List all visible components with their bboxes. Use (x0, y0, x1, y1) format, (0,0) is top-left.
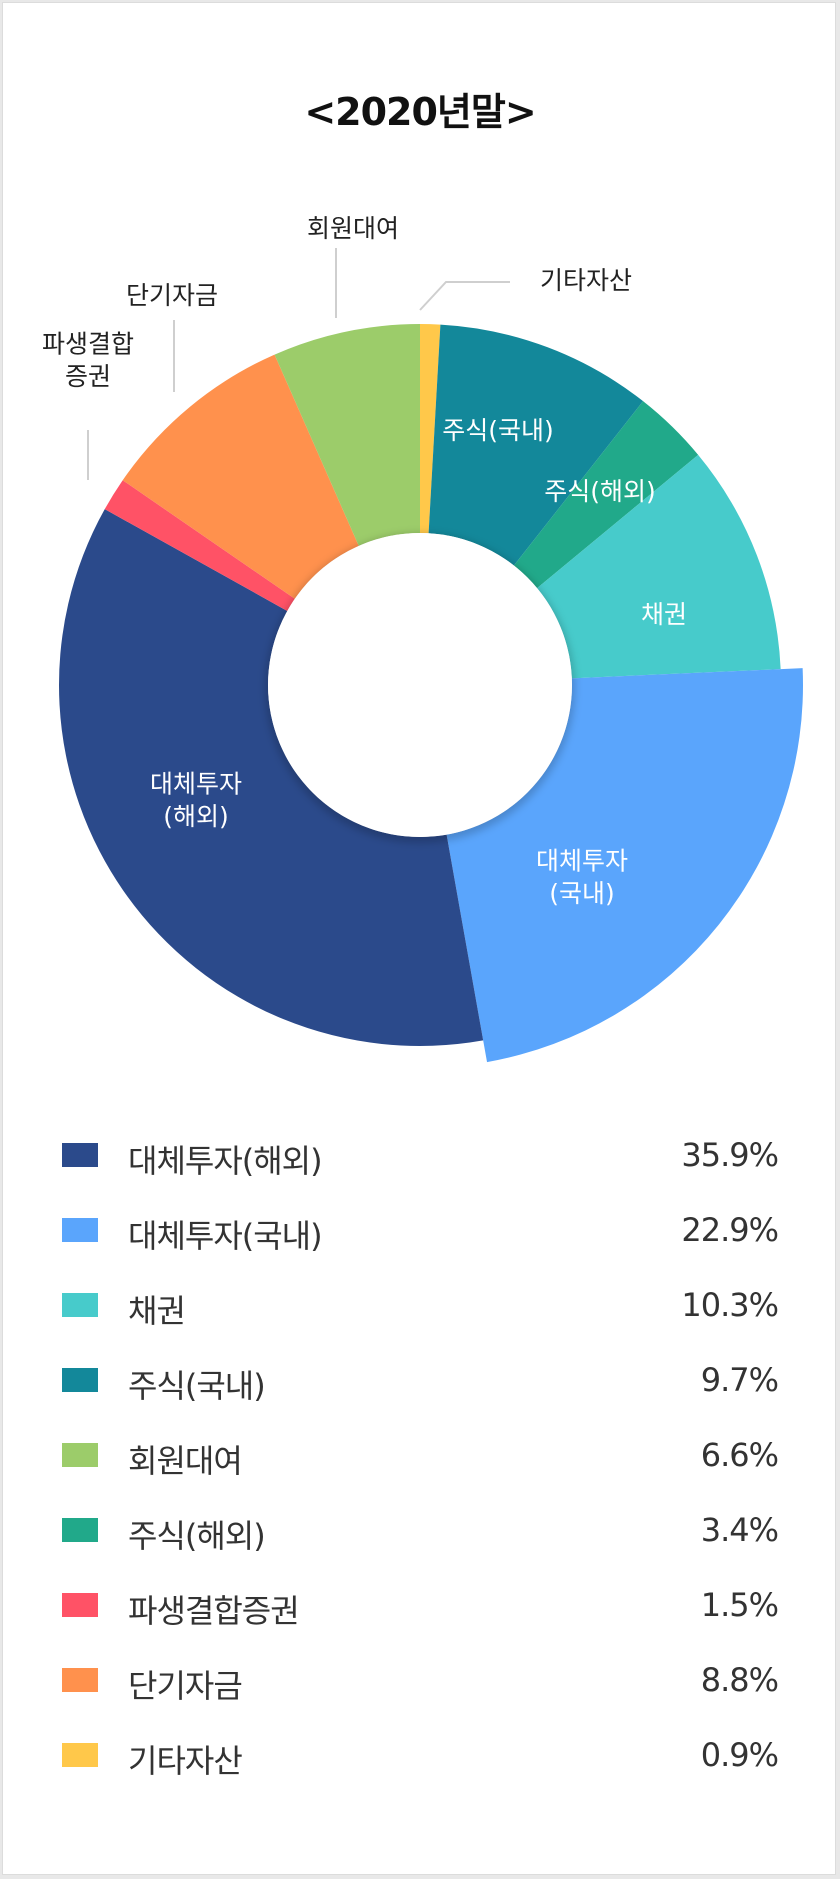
legend-value: 35.9% (681, 1136, 779, 1174)
pie-slice-3 (537, 454, 781, 679)
legend-swatch (62, 1668, 98, 1692)
legend-item: 단기자금 8.8% (0, 1655, 834, 1705)
slice-label-8: 기타자산 (540, 266, 632, 295)
legend-swatch (62, 1518, 98, 1542)
legend-value: 9.7% (700, 1361, 779, 1399)
slice-label-0: 대체투자 (해외) (150, 770, 242, 832)
chart-title: <2020년말> (304, 90, 536, 134)
legend-item: 대체투자(해외) 35.9% (0, 1130, 834, 1180)
legend-value: 8.8% (700, 1661, 779, 1699)
legend-label: 주식(해외) (128, 1517, 266, 1555)
legend-swatch (62, 1368, 98, 1392)
legend-swatch (62, 1218, 98, 1242)
legend-item: 파생결합증권 1.5% (0, 1580, 834, 1630)
slice-label-7: 단기자금 (126, 281, 218, 310)
legend-item: 채권 10.3% (0, 1280, 834, 1330)
slice-label-3: 주식(국내) (442, 416, 554, 445)
legend-label: 회원대여 (128, 1442, 243, 1480)
legend-label: 단기자금 (128, 1667, 243, 1705)
legend-value: 0.9% (700, 1736, 779, 1774)
pie-slice-2 (513, 401, 699, 589)
legend-label: 기타자산 (128, 1742, 243, 1780)
legend-swatch (62, 1593, 98, 1617)
legend-item: 회원대여 6.6% (0, 1430, 834, 1480)
legend-value: 1.5% (700, 1586, 779, 1624)
pie-slice-0 (420, 324, 441, 534)
pie-slice-1 (428, 324, 644, 566)
legend-label: 대체투자(해외) (128, 1142, 323, 1180)
slice-label-4: 회원대여 (307, 214, 399, 243)
legend-swatch (62, 1443, 98, 1467)
legend-swatch (62, 1143, 98, 1167)
legend-item: 주식(국내) 9.7% (0, 1355, 834, 1405)
leader-line-8 (419, 281, 510, 311)
legend-swatch (62, 1293, 98, 1317)
legend-value: 6.6% (700, 1436, 779, 1474)
legend-value: 10.3% (681, 1286, 779, 1324)
legend-item: 대체투자(국내) 22.9% (0, 1205, 834, 1255)
legend-item: 기타자산 0.9% (0, 1730, 834, 1780)
slice-label-5: 주식(해외) (544, 477, 656, 506)
legend-item: 주식(해외) 3.4% (0, 1505, 834, 1555)
pie-slice-5 (58, 509, 484, 1047)
legend-label: 채권 (128, 1292, 186, 1330)
legend-label: 주식(국내) (128, 1367, 266, 1405)
slice-label-2: 채권 (641, 600, 687, 629)
legend-value: 22.9% (681, 1211, 779, 1249)
pie-slice-6 (104, 480, 295, 611)
slice-label-1: 대체투자 (국내) (536, 847, 628, 909)
legend-swatch (62, 1743, 98, 1767)
donut-hole (268, 533, 572, 837)
pie-slice-7 (122, 354, 359, 599)
pie-slice-8 (274, 324, 420, 546)
legend-label: 대체투자(국내) (128, 1217, 323, 1255)
pie-slice-4 (446, 668, 803, 1063)
legend-value: 3.4% (700, 1511, 779, 1549)
legend-label: 파생결합증권 (128, 1592, 300, 1630)
slice-label-6: 파생결합 증권 (42, 330, 134, 392)
